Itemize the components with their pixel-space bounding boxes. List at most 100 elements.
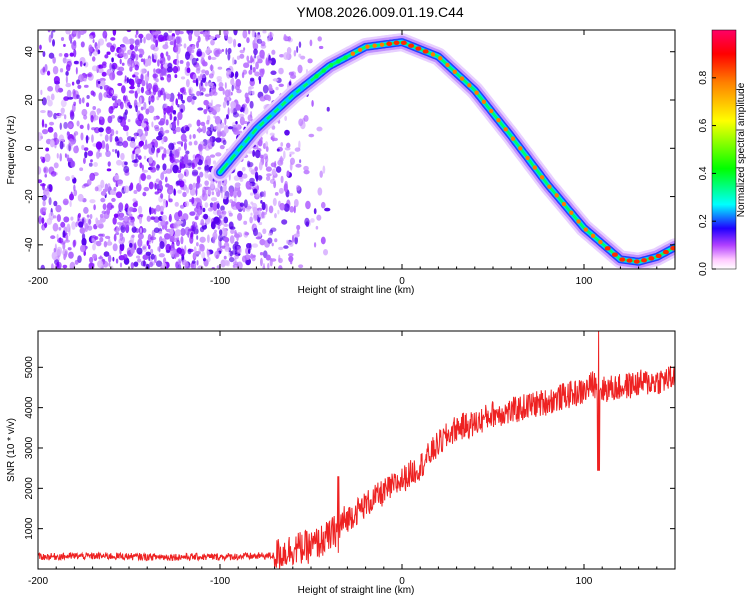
noise-speckle (197, 107, 204, 111)
noise-speckle (63, 43, 66, 47)
noise-speckle (48, 121, 55, 126)
noise-speckle (112, 256, 115, 262)
noise-speckle (109, 62, 113, 71)
noise-speckle (212, 160, 217, 165)
noise-speckle (266, 37, 271, 42)
noise-speckle (115, 258, 119, 264)
noise-speckle (65, 176, 71, 182)
noise-speckle (157, 34, 164, 43)
noise-speckle (215, 137, 222, 143)
noise-speckle (76, 94, 80, 99)
noise-speckle (256, 185, 260, 191)
noise-speckle (129, 66, 133, 72)
noise-speckle (63, 121, 68, 130)
noise-speckle (252, 149, 256, 157)
noise-speckle (220, 213, 225, 220)
noise-speckle (52, 39, 56, 47)
noise-speckle (137, 205, 143, 215)
noise-speckle (183, 43, 187, 49)
noise-speckle (235, 84, 240, 91)
noise-speckle (100, 197, 106, 203)
noise-speckle (232, 38, 237, 48)
noise-speckle (227, 107, 230, 116)
signal-track-dot (299, 85, 305, 91)
noise-speckle (52, 65, 59, 75)
noise-speckle (176, 59, 179, 67)
noise-speckle (85, 134, 89, 144)
noise-speckle (239, 49, 245, 54)
noise-speckle (289, 153, 292, 157)
noise-speckle (156, 96, 160, 101)
signal-track-dot (604, 246, 611, 251)
noise-speckle (56, 152, 59, 159)
noise-speckle (201, 251, 206, 260)
noise-speckle (59, 122, 62, 131)
noise-speckle (227, 36, 233, 44)
noise-speckle (222, 101, 227, 109)
noise-speckle (168, 30, 173, 33)
noise-speckle (212, 91, 218, 96)
noise-speckle (139, 140, 145, 147)
noise-speckle (126, 77, 129, 84)
noise-speckle (207, 251, 211, 256)
noise-speckle (87, 123, 90, 131)
noise-speckle (212, 231, 218, 241)
noise-speckle (257, 174, 263, 181)
noise-speckle (65, 234, 69, 242)
noise-speckle (215, 152, 222, 157)
noise-speckle (248, 30, 251, 35)
noise-speckle (124, 39, 131, 45)
noise-speckle (259, 251, 264, 256)
signal-track-dot (379, 42, 385, 47)
noise-speckle (181, 99, 185, 104)
noise-speckle (72, 30, 77, 35)
noise-speckle (196, 235, 199, 240)
noise-speckle (236, 55, 241, 60)
noise-speckle (196, 260, 199, 266)
noise-speckle (86, 214, 90, 218)
noise-speckle (91, 238, 95, 244)
noise-speckle (210, 197, 218, 202)
noise-speckle (106, 207, 111, 215)
noise-speckle (168, 198, 173, 203)
noise-speckle (143, 155, 147, 160)
noise-speckle (179, 161, 182, 171)
noise-speckle (79, 60, 83, 67)
noise-speckle (142, 227, 147, 233)
noise-speckle (269, 31, 272, 41)
noise-speckle (135, 145, 142, 149)
noise-speckle (272, 174, 275, 181)
noise-speckle (229, 188, 234, 197)
noise-speckle (108, 106, 114, 114)
signal-track-dot (670, 246, 675, 251)
colorbar-tick-label: 0.0 (698, 262, 709, 276)
noise-speckle (138, 213, 144, 218)
noise-speckle (298, 118, 304, 127)
noise-speckle (60, 107, 65, 114)
noise-speckle (249, 100, 254, 109)
noise-speckle (206, 158, 211, 167)
noise-speckle (214, 34, 221, 39)
noise-speckle (192, 133, 196, 139)
signal-track-dot (539, 175, 545, 180)
noise-speckle (116, 226, 119, 232)
noise-speckle (209, 154, 216, 158)
noise-speckle (234, 254, 239, 260)
noise-speckle (169, 228, 174, 237)
noise-speckle (98, 92, 103, 102)
noise-speckle (162, 170, 168, 174)
noise-speckle (123, 52, 129, 60)
spectrogram-ytick-label: 40 (24, 46, 35, 58)
noise-speckle (64, 153, 67, 158)
noise-speckle (266, 173, 272, 177)
noise-speckle (249, 216, 253, 224)
noise-speckle (60, 99, 67, 108)
noise-speckle (191, 57, 198, 66)
noise-speckle (274, 238, 278, 243)
noise-speckle (40, 89, 43, 96)
noise-speckle (124, 75, 127, 82)
noise-speckle (56, 214, 62, 223)
noise-speckle (209, 124, 214, 133)
noise-speckle (176, 247, 182, 255)
